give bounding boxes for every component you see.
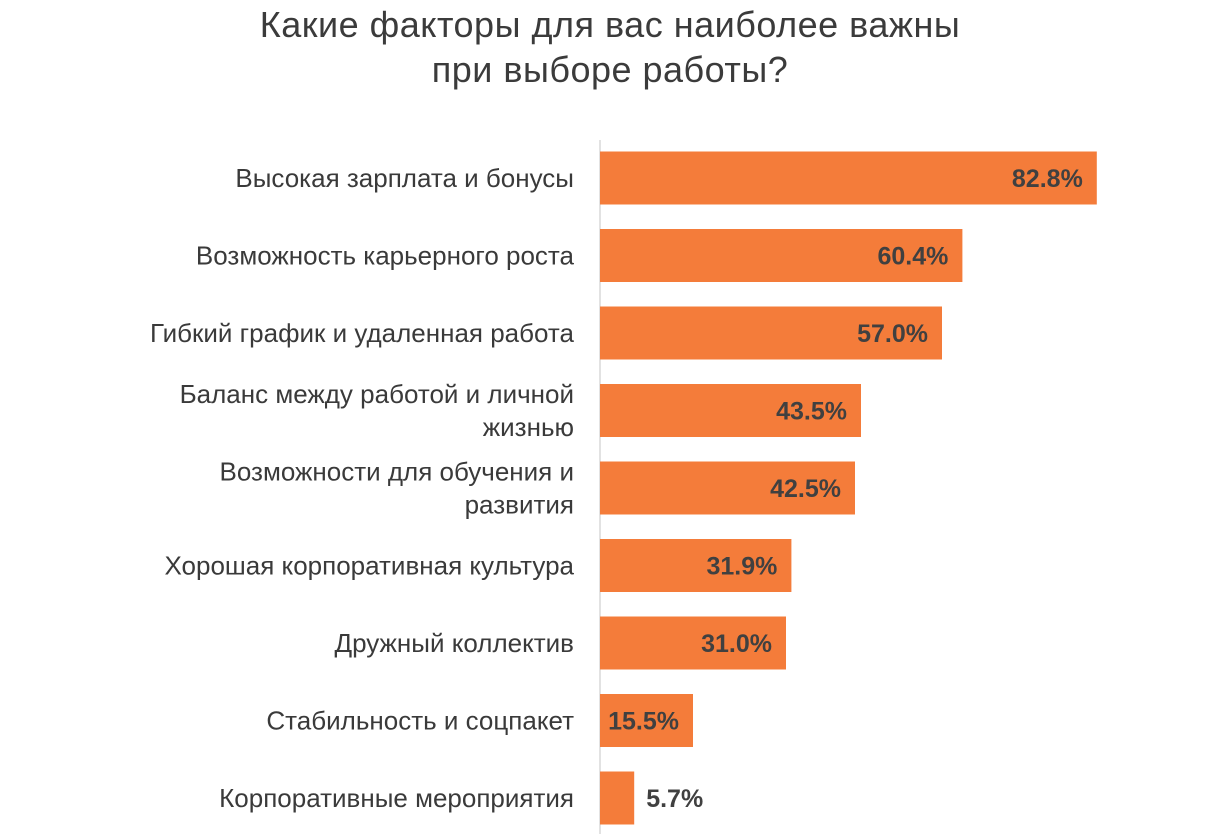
bar <box>600 616 786 670</box>
bar <box>600 384 861 437</box>
bar <box>600 151 1097 205</box>
bar-value-label: 82.8% <box>1012 165 1083 193</box>
bar-value-label: 31.9% <box>707 553 778 581</box>
category-label: Баланс между работой и личной <box>180 379 574 409</box>
category-label: Дружный коллектив <box>334 628 574 658</box>
category-label: Возможность карьерного роста <box>196 241 575 271</box>
bar-value-label: 15.5% <box>608 708 679 736</box>
category-label: Высокая зарплата и бонусы <box>235 163 574 193</box>
bar-value-label: 5.7% <box>646 785 703 813</box>
bar-value-label: 43.5% <box>776 398 847 426</box>
category-label: Корпоративные мероприятия <box>219 783 574 813</box>
category-label: развития <box>465 490 574 520</box>
bar <box>600 229 963 282</box>
bar <box>600 539 792 592</box>
bar-value-label: 60.4% <box>878 243 949 271</box>
category-label: Хорошая корпоративная культура <box>165 551 575 581</box>
bar-value-label: 42.5% <box>770 475 841 503</box>
category-label: Гибкий график и удаленная работа <box>150 318 575 348</box>
category-label: жизнью <box>483 412 574 442</box>
bar-value-label: 57.0% <box>857 320 928 348</box>
bar-value-label: 31.0% <box>701 630 772 658</box>
chart-title-line-2: при выборе работы? <box>431 49 789 90</box>
chart-title: Какие факторы для вас наиболее важны при… <box>0 2 1220 92</box>
category-label: Возможности для обучения и <box>220 457 574 487</box>
chart-title-line-1: Какие факторы для вас наиболее важны <box>259 4 961 45</box>
bar <box>600 771 635 825</box>
bar <box>600 461 855 515</box>
category-label: Стабильность и соцпакет <box>266 706 574 736</box>
bar <box>600 306 942 360</box>
bar <box>600 694 693 747</box>
